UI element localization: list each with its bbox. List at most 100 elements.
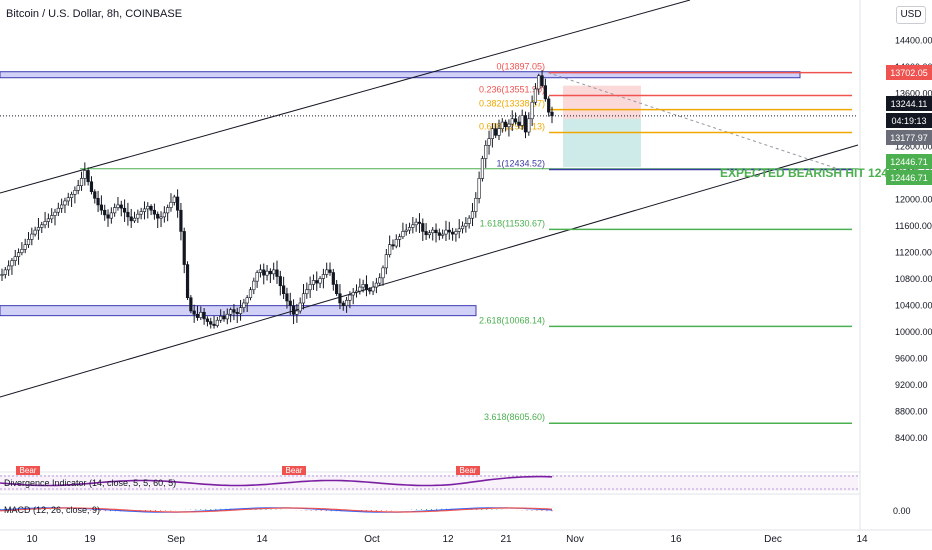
candle-body — [232, 309, 236, 313]
candle-body — [504, 121, 508, 128]
candle-body — [265, 270, 269, 276]
bear-signal-label: Bear — [460, 466, 477, 475]
candle-body — [344, 300, 349, 306]
candle-body — [464, 223, 468, 227]
candle-body — [166, 207, 170, 214]
candle-body — [3, 269, 7, 275]
candle-body — [513, 118, 518, 123]
candle-body — [79, 178, 84, 187]
bear-signal-tag — [456, 466, 480, 475]
candle-body — [146, 205, 150, 210]
candle-body — [381, 267, 385, 279]
candle-body — [285, 293, 289, 302]
candle-body — [388, 244, 392, 255]
time-axis-tick: 12 — [442, 534, 454, 545]
candle-body — [460, 225, 465, 230]
candle-body — [209, 321, 213, 325]
candle-body — [258, 269, 263, 273]
candle-body — [50, 215, 54, 220]
resistance-zone — [0, 71, 801, 79]
candle-body — [46, 218, 50, 222]
candle-body — [60, 204, 64, 209]
candle-body — [424, 231, 428, 236]
candle-body — [93, 191, 97, 199]
candle-body — [490, 128, 494, 139]
candle-body — [341, 302, 345, 306]
price-badge — [886, 170, 932, 185]
candle-body — [205, 318, 210, 322]
time-axis-tick: 10 — [26, 534, 38, 545]
candle-body — [378, 277, 382, 284]
candle-body — [225, 313, 229, 320]
candle-body — [401, 231, 405, 238]
candle-body — [229, 309, 233, 315]
candle-body — [63, 200, 67, 206]
channel-upper-line — [0, 0, 691, 194]
candle-body — [172, 196, 176, 203]
candle-body — [467, 217, 471, 224]
candle-body — [103, 209, 107, 216]
candle-body — [358, 286, 362, 292]
candle-body — [195, 313, 200, 318]
candle-body — [361, 284, 365, 288]
time-axis-tick: Nov — [566, 534, 584, 545]
price-badge — [886, 113, 932, 128]
candle-body — [311, 280, 316, 285]
currency-button[interactable]: USD — [896, 6, 926, 24]
candle-body — [374, 282, 378, 288]
candle-body — [434, 229, 438, 234]
candle-body — [510, 118, 514, 125]
candle-body — [245, 297, 249, 304]
candle-body — [500, 121, 504, 130]
candle-body — [126, 211, 130, 218]
candle-body — [13, 256, 17, 261]
candle-body — [268, 270, 272, 275]
candle-body — [543, 85, 547, 100]
price-axis-tick: 10000.00 — [895, 327, 932, 337]
bear-signal-label: Bear — [286, 466, 303, 475]
candle-body — [328, 269, 332, 273]
price-axis-tick: 12000.00 — [895, 194, 932, 204]
candle-body — [371, 286, 375, 292]
candle-body — [540, 75, 544, 86]
candle-body — [411, 224, 415, 228]
price-axis-tick: 14400.00 — [895, 35, 932, 45]
candle-body — [238, 307, 243, 314]
time-axis-tick: 21 — [500, 534, 512, 545]
candle-body — [533, 88, 538, 103]
candle-body — [159, 216, 163, 219]
price-axis-tick: 10400.00 — [895, 300, 932, 310]
candle-body — [152, 209, 157, 215]
candle-body — [132, 217, 137, 222]
price-axis-tick: 9600.00 — [895, 353, 928, 363]
candle-body — [53, 211, 57, 216]
candle-body — [278, 276, 282, 287]
time-axis-tick: 14 — [856, 534, 868, 545]
position-stop-zone — [563, 85, 641, 119]
candle-body — [255, 272, 259, 282]
candle-body — [421, 223, 425, 232]
time-axis-tick: Oct — [364, 534, 380, 545]
candle-body — [354, 290, 359, 293]
candle-body — [407, 227, 412, 231]
macd-indicator-label: MACD (12, 26, close, 9) — [4, 505, 100, 515]
candle-body — [470, 211, 475, 219]
candle-body — [477, 178, 481, 199]
bear-signal-tag — [16, 466, 40, 475]
candle-body — [474, 197, 478, 212]
candle-body — [219, 315, 223, 321]
candle-body — [364, 284, 369, 291]
candle-body — [397, 236, 402, 240]
candle-body — [192, 310, 196, 315]
candle-body — [427, 232, 432, 236]
candle-body — [523, 115, 528, 133]
candle-body — [295, 310, 299, 315]
price-badge-label: 13177.97 — [890, 133, 928, 143]
fib-level-label: 0(13897.05) — [496, 62, 545, 72]
candle-body — [96, 197, 100, 206]
candle-body — [176, 196, 180, 211]
bear-signal-label: Bear — [20, 466, 37, 475]
candle-body — [321, 274, 325, 279]
candle-body — [507, 123, 511, 128]
